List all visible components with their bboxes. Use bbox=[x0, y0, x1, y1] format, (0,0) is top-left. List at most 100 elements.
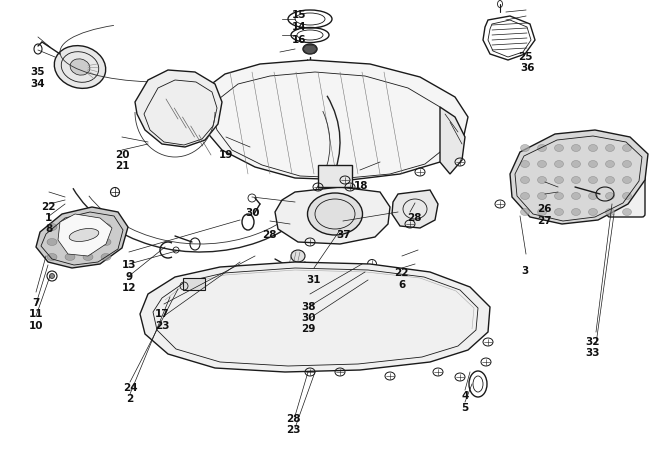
Ellipse shape bbox=[606, 144, 614, 152]
Ellipse shape bbox=[538, 144, 547, 152]
Ellipse shape bbox=[65, 238, 75, 245]
Ellipse shape bbox=[83, 238, 93, 245]
Text: 29: 29 bbox=[302, 324, 316, 335]
Text: 30: 30 bbox=[245, 208, 259, 219]
Text: 23: 23 bbox=[287, 425, 301, 436]
Ellipse shape bbox=[47, 238, 57, 245]
Text: 6: 6 bbox=[398, 280, 406, 290]
Text: 17: 17 bbox=[155, 309, 170, 320]
Ellipse shape bbox=[588, 209, 597, 216]
Ellipse shape bbox=[623, 193, 632, 200]
Text: 8: 8 bbox=[45, 224, 53, 235]
Ellipse shape bbox=[65, 253, 75, 261]
Bar bbox=[183, 278, 205, 290]
Text: 28: 28 bbox=[408, 213, 422, 223]
Bar bbox=[318, 165, 352, 187]
Ellipse shape bbox=[307, 193, 363, 235]
Text: 11: 11 bbox=[29, 309, 43, 320]
Text: 14: 14 bbox=[292, 22, 306, 33]
Ellipse shape bbox=[521, 193, 530, 200]
Ellipse shape bbox=[554, 177, 564, 184]
Polygon shape bbox=[135, 70, 222, 147]
Text: 5: 5 bbox=[461, 403, 469, 413]
Ellipse shape bbox=[47, 224, 57, 230]
Polygon shape bbox=[198, 60, 468, 180]
Ellipse shape bbox=[521, 209, 530, 216]
Ellipse shape bbox=[606, 177, 614, 184]
Text: 1: 1 bbox=[45, 213, 53, 223]
Ellipse shape bbox=[623, 144, 632, 152]
Text: 3: 3 bbox=[521, 266, 529, 276]
Ellipse shape bbox=[623, 160, 632, 168]
Polygon shape bbox=[510, 130, 648, 224]
Ellipse shape bbox=[49, 273, 55, 278]
Ellipse shape bbox=[83, 224, 93, 230]
Ellipse shape bbox=[554, 160, 564, 168]
Ellipse shape bbox=[623, 177, 632, 184]
Polygon shape bbox=[275, 187, 390, 244]
Text: 28: 28 bbox=[263, 230, 277, 240]
Ellipse shape bbox=[538, 193, 547, 200]
Ellipse shape bbox=[623, 209, 632, 216]
Ellipse shape bbox=[538, 209, 547, 216]
Text: 24: 24 bbox=[123, 383, 137, 393]
Ellipse shape bbox=[588, 177, 597, 184]
Text: 20: 20 bbox=[115, 150, 129, 160]
Text: 26: 26 bbox=[538, 203, 552, 214]
Text: 22: 22 bbox=[42, 202, 56, 212]
FancyBboxPatch shape bbox=[607, 166, 645, 217]
Ellipse shape bbox=[606, 209, 614, 216]
Polygon shape bbox=[140, 262, 490, 372]
Text: 2: 2 bbox=[126, 394, 134, 405]
Ellipse shape bbox=[101, 253, 111, 261]
Text: 19: 19 bbox=[219, 150, 233, 160]
Text: 35: 35 bbox=[31, 67, 45, 77]
Ellipse shape bbox=[571, 160, 580, 168]
Text: 36: 36 bbox=[521, 63, 535, 74]
Polygon shape bbox=[36, 207, 128, 268]
Ellipse shape bbox=[303, 44, 317, 54]
Ellipse shape bbox=[521, 160, 530, 168]
Text: 25: 25 bbox=[518, 51, 532, 62]
Text: 9: 9 bbox=[125, 271, 132, 282]
Polygon shape bbox=[392, 190, 438, 228]
Text: 10: 10 bbox=[29, 320, 43, 331]
Ellipse shape bbox=[571, 193, 580, 200]
Text: 7: 7 bbox=[32, 298, 40, 308]
Ellipse shape bbox=[69, 228, 99, 242]
Ellipse shape bbox=[101, 224, 111, 230]
Ellipse shape bbox=[538, 177, 547, 184]
Ellipse shape bbox=[521, 144, 530, 152]
Text: 30: 30 bbox=[302, 313, 316, 323]
Text: 21: 21 bbox=[115, 161, 129, 171]
Ellipse shape bbox=[65, 224, 75, 230]
Text: 31: 31 bbox=[306, 275, 320, 286]
Polygon shape bbox=[58, 214, 112, 256]
Ellipse shape bbox=[83, 253, 93, 261]
Text: 4: 4 bbox=[461, 391, 469, 402]
Ellipse shape bbox=[554, 144, 564, 152]
Ellipse shape bbox=[291, 250, 305, 262]
Ellipse shape bbox=[101, 238, 111, 245]
Text: 15: 15 bbox=[292, 10, 306, 20]
Ellipse shape bbox=[588, 144, 597, 152]
Text: 22: 22 bbox=[395, 268, 409, 278]
Text: 37: 37 bbox=[336, 230, 350, 240]
Text: 18: 18 bbox=[354, 181, 368, 192]
Ellipse shape bbox=[554, 209, 564, 216]
Text: 32: 32 bbox=[586, 337, 600, 347]
Text: 28: 28 bbox=[287, 414, 301, 424]
Ellipse shape bbox=[606, 193, 614, 200]
Ellipse shape bbox=[70, 59, 90, 75]
Text: 13: 13 bbox=[122, 260, 136, 270]
Ellipse shape bbox=[606, 160, 614, 168]
Text: 38: 38 bbox=[302, 302, 316, 312]
Text: 16: 16 bbox=[292, 34, 306, 45]
Text: 33: 33 bbox=[586, 348, 600, 358]
Text: 34: 34 bbox=[31, 79, 45, 89]
Text: 23: 23 bbox=[155, 320, 170, 331]
Ellipse shape bbox=[571, 209, 580, 216]
Ellipse shape bbox=[554, 193, 564, 200]
Ellipse shape bbox=[588, 193, 597, 200]
Ellipse shape bbox=[588, 160, 597, 168]
